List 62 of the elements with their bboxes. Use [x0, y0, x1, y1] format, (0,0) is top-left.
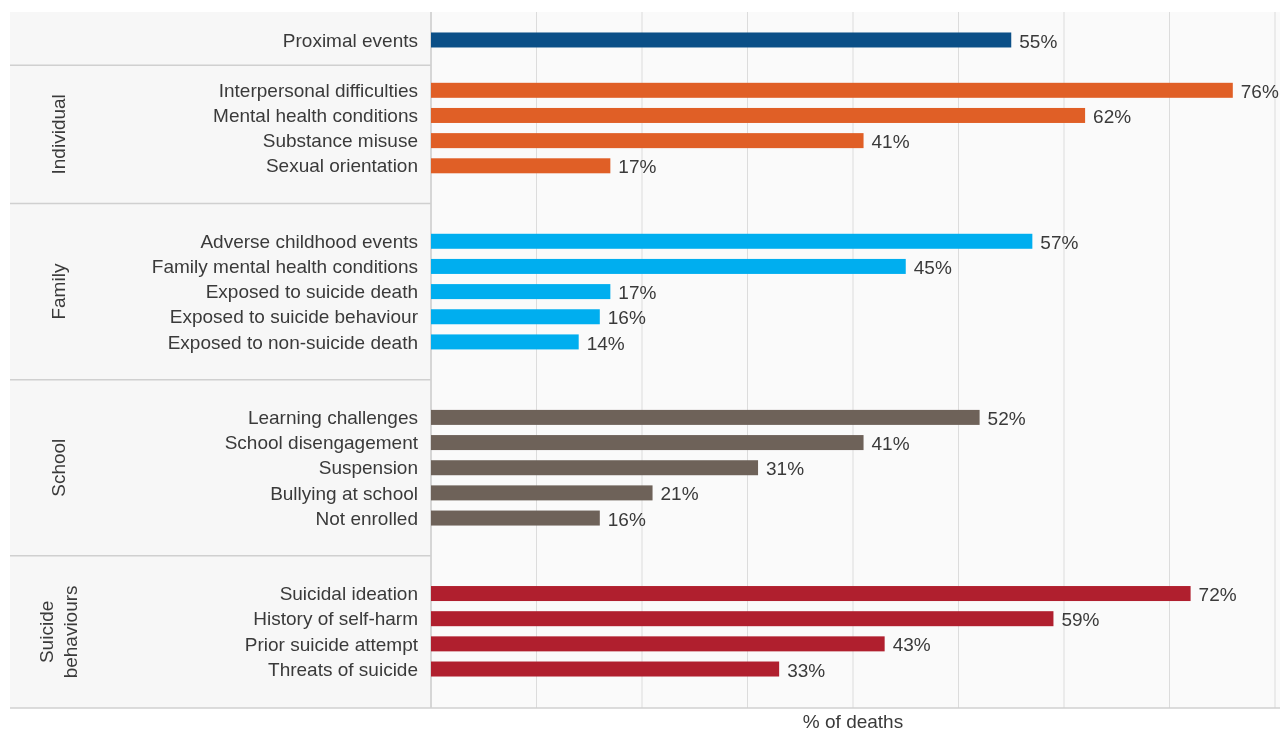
- y-tick-label: Suicidal ideation: [279, 583, 418, 605]
- data-label: 43%: [892, 634, 931, 656]
- data-label: 17%: [618, 282, 657, 304]
- text: Suicide behaviours: [36, 585, 81, 679]
- bar: [431, 611, 1054, 627]
- data-label: 41%: [871, 131, 910, 153]
- data-label: 76%: [1240, 80, 1279, 102]
- y-tick-label: Threats of suicide: [268, 658, 418, 680]
- bar: [431, 636, 885, 652]
- data-label: 55%: [1019, 30, 1058, 52]
- y-tick-label: Bullying at school: [270, 482, 418, 504]
- data-label: 16%: [607, 508, 646, 530]
- y-tick-label: School disengagement: [224, 432, 419, 454]
- y-tick-label: Exposed to suicide behaviour: [169, 306, 419, 328]
- bar: [431, 661, 780, 677]
- text: Individual: [48, 94, 69, 175]
- bar: [431, 133, 864, 149]
- bar: [431, 510, 600, 526]
- y-tick-label: Prior suicide attempt: [244, 633, 419, 655]
- bar: [431, 485, 653, 501]
- bar: [431, 107, 1086, 123]
- y-tick-label: Proximal events: [282, 29, 418, 51]
- data-label: 72%: [1198, 584, 1237, 606]
- bar: [431, 158, 611, 174]
- bar: [431, 309, 600, 325]
- bar: [431, 284, 611, 300]
- y-tick-label: Interpersonal difficulties: [218, 79, 418, 101]
- bar: [431, 460, 759, 476]
- text: Family: [48, 263, 69, 320]
- y-tick-label: Learning challenges: [247, 407, 418, 429]
- data-label: 57%: [1040, 231, 1079, 253]
- y-tick-label: Not enrolled: [315, 507, 418, 529]
- y-tick-label: Sexual orientation: [265, 155, 418, 177]
- y-tick-label: History of self-harm: [253, 608, 418, 630]
- data-label: 21%: [660, 483, 699, 505]
- bar: [431, 233, 1033, 249]
- data-label: 17%: [618, 156, 657, 178]
- data-label: 59%: [1061, 609, 1100, 631]
- y-tick-label: Exposed to suicide death: [205, 281, 418, 303]
- data-label: 31%: [766, 458, 805, 480]
- y-tick-label: Exposed to non-suicide death: [167, 331, 418, 353]
- bar: [431, 409, 980, 425]
- bar: [431, 32, 1012, 48]
- data-label: 41%: [871, 433, 910, 455]
- data-label: 16%: [607, 307, 646, 329]
- data-label: 62%: [1093, 106, 1132, 128]
- x-axis-title: % of deaths: [802, 711, 904, 732]
- y-tick-label: Suspension: [318, 457, 418, 479]
- bar: [431, 334, 579, 350]
- bar: [431, 258, 906, 274]
- y-tick-label: Adverse childhood events: [200, 230, 418, 252]
- y-tick-label: Mental health conditions: [213, 105, 418, 127]
- bar: [431, 586, 1191, 602]
- text: School: [48, 438, 69, 497]
- bar: [431, 435, 864, 451]
- data-label: 45%: [913, 257, 952, 279]
- data-label: 52%: [987, 408, 1026, 429]
- y-tick-label: Substance misuse: [262, 130, 418, 152]
- bar: [431, 82, 1233, 98]
- data-label: 33%: [787, 659, 826, 681]
- y-tick-label: Family mental health conditions: [151, 256, 418, 278]
- data-label: 14%: [586, 332, 625, 354]
